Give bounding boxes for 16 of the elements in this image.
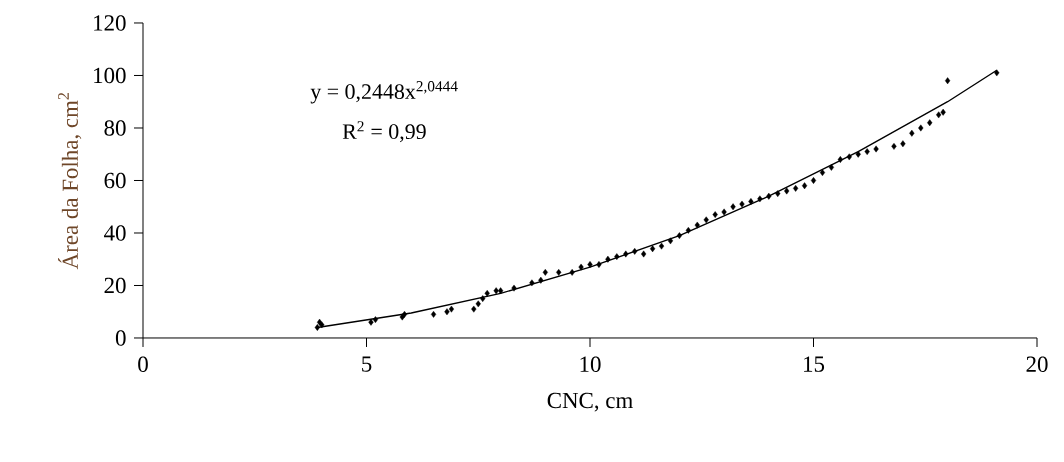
x-tick-label: 20 — [1026, 356, 1048, 372]
y-tick-label: 80 — [104, 120, 126, 136]
y-tick-label: 60 — [104, 172, 126, 189]
x-axis-title: CNC, cm — [547, 392, 633, 412]
x-tick-label: 0 — [138, 356, 148, 372]
y-axis-title: Área da Folha, cm$^{2}$ — [58, 92, 82, 270]
annotation: y = 0,2448x$^{2,0444}$ — [310, 81, 458, 104]
y-tick-label: 120 — [94, 15, 126, 31]
x-tick-label: 15 — [804, 356, 825, 372]
y-tick-label: 0 — [115, 330, 126, 346]
y-tick-label: 40 — [104, 225, 126, 241]
annotation: R$^{2}$ = 0,99 — [342, 121, 426, 143]
x-tick-label: 10 — [580, 356, 601, 372]
y-tick-label: 100 — [94, 67, 126, 84]
x-tick-label: 5 — [362, 356, 372, 372]
y-tick-label: 20 — [104, 277, 126, 294]
